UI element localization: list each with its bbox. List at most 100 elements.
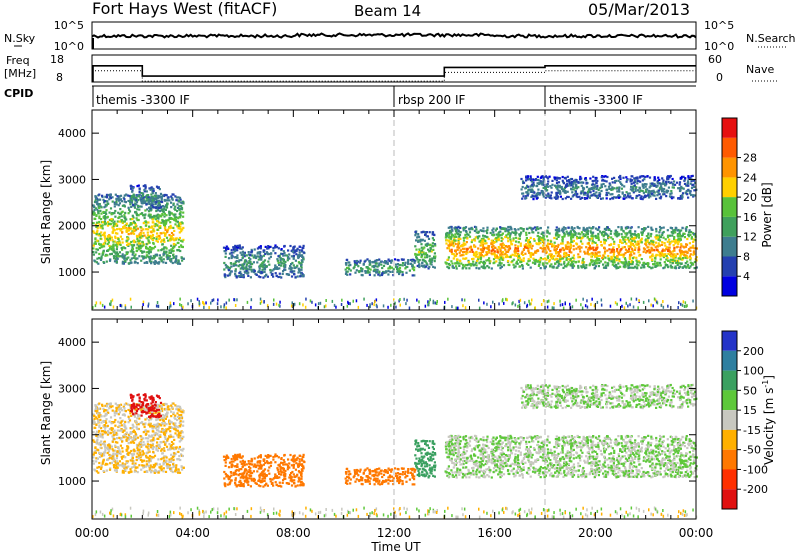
power-cell bbox=[639, 239, 642, 242]
power-cell bbox=[483, 267, 486, 270]
power-cell bbox=[612, 253, 615, 256]
freq-label-line1: Freq bbox=[6, 54, 30, 67]
power-cell bbox=[99, 301, 102, 305]
power-cell bbox=[530, 247, 533, 250]
power-cell bbox=[648, 176, 652, 179]
power-cell bbox=[667, 259, 670, 262]
power-cell bbox=[619, 239, 622, 242]
power-cell bbox=[466, 237, 469, 240]
power-cell bbox=[401, 262, 405, 265]
power-cell bbox=[170, 201, 173, 204]
power-cell bbox=[424, 260, 427, 263]
power-cell bbox=[202, 300, 204, 304]
power-cell bbox=[142, 222, 145, 225]
power-cell bbox=[584, 197, 587, 200]
power-cell bbox=[249, 260, 252, 264]
power-cell bbox=[693, 260, 696, 264]
power-cell bbox=[528, 299, 530, 303]
power-cell bbox=[95, 231, 99, 234]
power-cell bbox=[448, 242, 452, 245]
power-cell bbox=[643, 178, 646, 181]
power-cell bbox=[629, 241, 632, 244]
power-cell bbox=[642, 300, 645, 304]
power-cell bbox=[113, 222, 116, 226]
power-cell bbox=[506, 233, 510, 236]
power-cell bbox=[349, 263, 352, 267]
power-cell bbox=[639, 241, 642, 244]
power-cell bbox=[586, 299, 588, 303]
power-cell bbox=[585, 179, 588, 182]
power-cell bbox=[462, 253, 465, 257]
power-cell bbox=[527, 258, 530, 261]
power-cell bbox=[168, 249, 171, 252]
power-cell bbox=[479, 239, 482, 242]
power-cell bbox=[179, 216, 182, 219]
power-cell bbox=[637, 306, 639, 310]
power-cell bbox=[136, 257, 139, 260]
power-cell bbox=[180, 208, 184, 211]
power-cell bbox=[223, 303, 226, 307]
power-cell bbox=[399, 303, 401, 307]
power-cell bbox=[253, 254, 256, 257]
power-cell bbox=[677, 242, 680, 245]
power-cell bbox=[92, 222, 95, 225]
power-cell bbox=[579, 250, 582, 253]
power-cell bbox=[143, 234, 146, 237]
power-cell bbox=[486, 302, 488, 306]
power-cell bbox=[512, 301, 514, 305]
power-cell bbox=[98, 193, 101, 196]
power-cell bbox=[558, 190, 561, 193]
nave-label: Nave bbox=[746, 63, 774, 76]
power-cell bbox=[564, 190, 567, 193]
power-cell bbox=[413, 266, 416, 269]
power-cell bbox=[646, 246, 649, 249]
power-cell bbox=[485, 242, 488, 245]
power-cell bbox=[615, 231, 618, 234]
power-cell bbox=[658, 182, 661, 185]
power-cell bbox=[521, 192, 524, 195]
power-cell bbox=[482, 230, 485, 233]
power-cell bbox=[543, 242, 546, 245]
power-cell bbox=[162, 231, 165, 234]
power-cell bbox=[96, 229, 99, 232]
power-cell bbox=[129, 199, 132, 202]
power-cell bbox=[638, 261, 641, 264]
power-cell bbox=[656, 301, 659, 305]
power-cell bbox=[399, 298, 401, 301]
power-cell bbox=[456, 228, 459, 231]
power-cell bbox=[465, 252, 468, 255]
power-cell bbox=[629, 178, 632, 181]
power-cell bbox=[444, 236, 447, 239]
power-cell bbox=[162, 253, 165, 256]
power-cell bbox=[571, 195, 574, 198]
power-cell bbox=[526, 303, 529, 307]
velocity-cell bbox=[95, 440, 99, 443]
power-cell bbox=[453, 237, 456, 240]
power-cell bbox=[597, 265, 600, 268]
power-cell bbox=[592, 231, 595, 234]
power-cell bbox=[595, 182, 598, 185]
power-cell bbox=[653, 182, 656, 186]
power-cell bbox=[94, 199, 97, 202]
power-cell bbox=[566, 247, 569, 250]
power-cell bbox=[617, 196, 621, 199]
power-cell bbox=[457, 225, 460, 228]
power-cell bbox=[116, 195, 119, 198]
power-cell bbox=[164, 193, 167, 197]
power-cell bbox=[575, 179, 578, 182]
power-cell bbox=[645, 183, 648, 186]
power-cell bbox=[140, 229, 143, 232]
power-cell bbox=[566, 264, 569, 267]
power-cell bbox=[459, 244, 462, 248]
power-cell bbox=[275, 266, 279, 269]
nave-trace bbox=[92, 70, 696, 82]
power-cell bbox=[570, 181, 573, 184]
power-cell bbox=[242, 252, 245, 255]
power-cell bbox=[290, 255, 293, 258]
power-cell bbox=[178, 231, 181, 234]
noise-tick-left-bottom: 10^0 bbox=[54, 40, 84, 53]
power-cell bbox=[256, 255, 259, 258]
power-cell bbox=[121, 256, 125, 259]
power-cell bbox=[119, 255, 122, 258]
power-cell bbox=[549, 194, 552, 197]
